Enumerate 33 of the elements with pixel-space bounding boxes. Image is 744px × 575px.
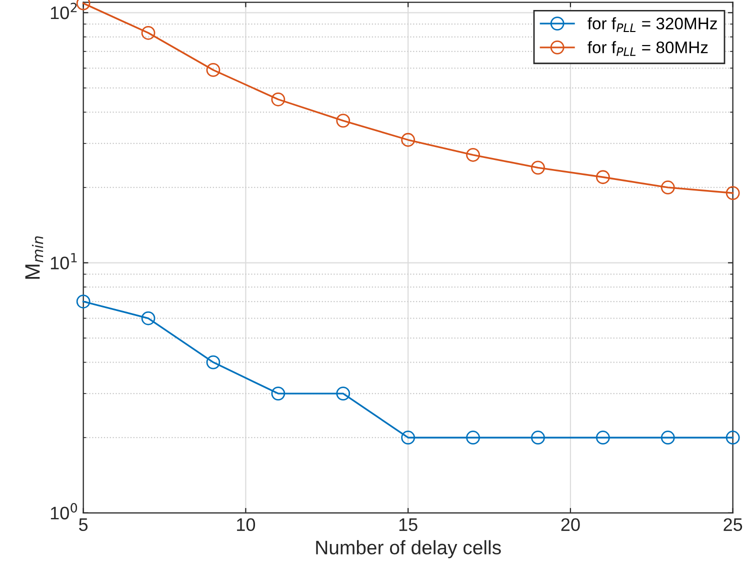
point bbox=[660, 180, 675, 194]
point bbox=[401, 430, 416, 445]
point bbox=[141, 311, 156, 326]
point bbox=[336, 386, 350, 401]
point bbox=[271, 386, 286, 401]
x-axis-title: Number of delay cells bbox=[316, 540, 501, 558]
point bbox=[271, 92, 286, 106]
point bbox=[466, 148, 480, 162]
point bbox=[206, 355, 220, 370]
x-tick-label: 20 bbox=[561, 518, 580, 532]
point bbox=[76, 294, 90, 308]
legend-label: for f$_{PLL}$ = 80MHz bbox=[588, 41, 708, 56]
point bbox=[141, 26, 156, 40]
y-tick-label: 10$^{0}$ bbox=[50, 503, 78, 520]
point bbox=[336, 114, 350, 128]
y-tick-label: 10$^{1}$ bbox=[50, 253, 77, 270]
point bbox=[596, 170, 610, 184]
point bbox=[660, 430, 675, 445]
point bbox=[531, 160, 545, 175]
legend-label: for f$_{PLL}$ = 320MHz bbox=[588, 17, 717, 32]
point bbox=[466, 430, 480, 445]
point bbox=[596, 430, 610, 445]
x-tick-label: 10 bbox=[237, 518, 256, 532]
x-tick-label: 25 bbox=[724, 518, 742, 532]
y-tick-label: 10$^{2}$ bbox=[50, 2, 77, 20]
x-tick-label: 5 bbox=[79, 518, 88, 532]
y-axis-title: M$_{min}$ bbox=[25, 236, 44, 279]
point bbox=[206, 63, 220, 77]
point bbox=[531, 430, 545, 445]
point bbox=[726, 430, 740, 445]
point bbox=[401, 132, 416, 147]
x-tick-label: 15 bbox=[399, 518, 418, 532]
point bbox=[726, 186, 740, 200]
